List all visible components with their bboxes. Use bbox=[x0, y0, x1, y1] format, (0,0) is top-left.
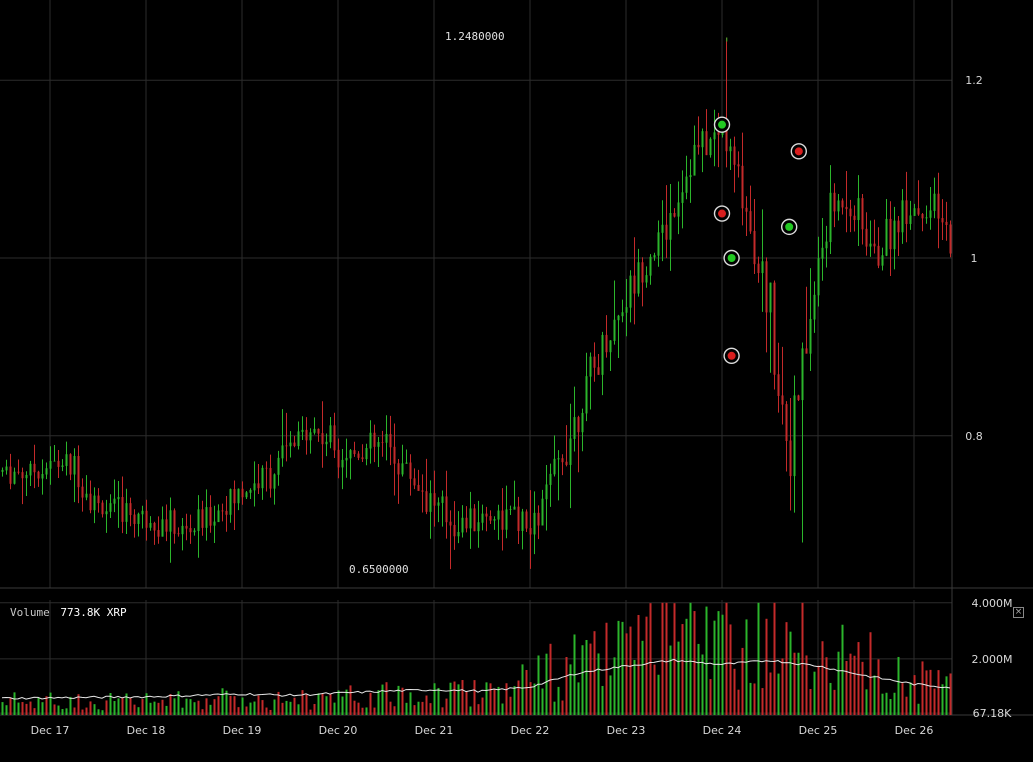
sell-marker[interactable] bbox=[718, 209, 726, 218]
x-tick-label: Dec 25 bbox=[799, 724, 838, 737]
volume-close-icon[interactable]: × bbox=[1013, 607, 1024, 618]
volume-tick-label: 2.000M bbox=[972, 653, 1013, 666]
trade-markers bbox=[713, 116, 807, 364]
volume-moving-average-line bbox=[1, 658, 951, 700]
sell-marker[interactable] bbox=[794, 147, 803, 156]
volume-tick-label: 67.18K bbox=[973, 707, 1012, 720]
high-price-label: 1.2480000 bbox=[445, 30, 505, 43]
volume-tick-label: 4.000M bbox=[972, 597, 1013, 610]
buy-marker[interactable] bbox=[727, 254, 736, 262]
price-tick-label: 1 bbox=[971, 252, 978, 265]
x-tick-label: Dec 21 bbox=[415, 724, 454, 737]
x-tick-label: Dec 18 bbox=[127, 724, 166, 737]
x-tick-label: Dec 22 bbox=[511, 724, 550, 737]
sell-marker[interactable] bbox=[727, 351, 736, 360]
volume-value: 773.8K XRP bbox=[60, 606, 127, 619]
axis-labels: 1.2 1 0.8 4.000M 2.000M 67.18K Dec 17 Dec 18 Dec… bbox=[31, 74, 1013, 737]
x-tick-label: Dec 23 bbox=[607, 724, 646, 737]
x-tick-label: Dec 19 bbox=[223, 724, 262, 737]
chart-grid bbox=[0, 0, 1033, 716]
volume-bar-series bbox=[1, 602, 952, 715]
volume-label: Volume bbox=[10, 606, 50, 619]
candlestick-series bbox=[1, 37, 952, 570]
buy-marker[interactable] bbox=[718, 120, 726, 129]
volume-legend: Volume 773.8K XRP bbox=[10, 606, 127, 619]
price-tick-label: 0.8 bbox=[965, 430, 983, 443]
x-tick-label: Dec 24 bbox=[703, 724, 742, 737]
x-tick-label: Dec 26 bbox=[895, 724, 934, 737]
buy-marker[interactable] bbox=[785, 222, 794, 231]
x-tick-label: Dec 17 bbox=[31, 724, 70, 737]
low-price-label: 0.6500000 bbox=[349, 563, 409, 576]
x-tick-label: Dec 20 bbox=[319, 724, 358, 737]
price-tick-label: 1.2 bbox=[965, 74, 983, 87]
